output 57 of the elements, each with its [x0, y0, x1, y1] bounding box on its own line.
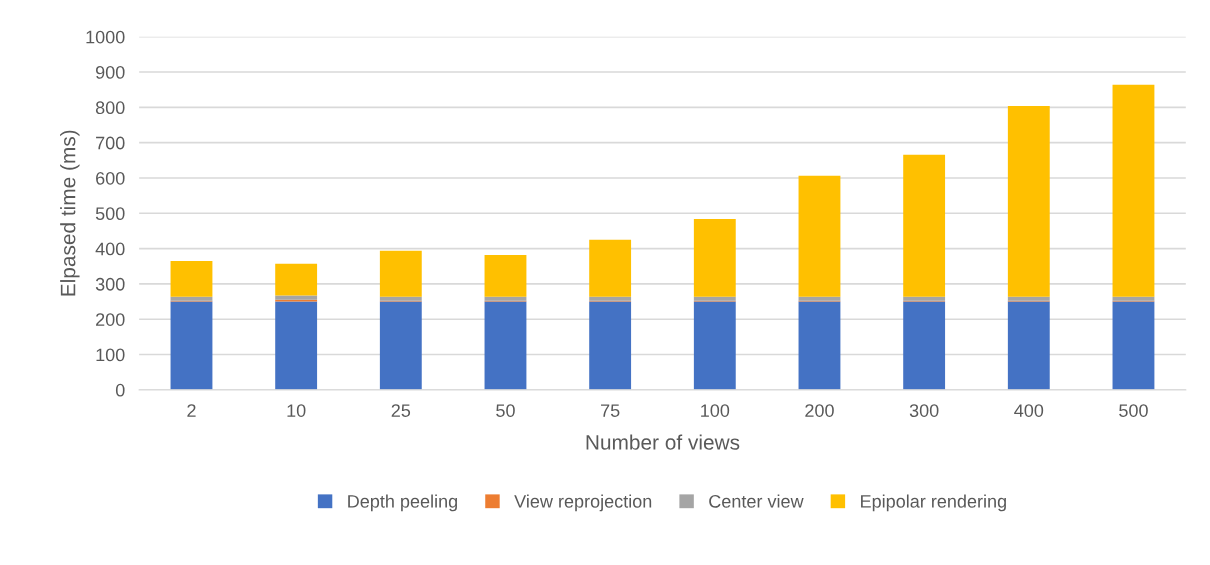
x-tick-label: 500	[1119, 404, 1148, 417]
bar	[589, 239, 632, 297]
bar	[589, 301, 632, 390]
y-axis-title: Elpased time (ms)	[60, 130, 80, 296]
bar	[903, 296, 946, 301]
y-tick-label: 400	[95, 242, 125, 256]
y-tick-label: 200	[96, 313, 125, 326]
x-tick-label: 75	[601, 404, 620, 417]
bar	[379, 301, 422, 390]
bar	[1007, 301, 1050, 390]
bar	[1112, 296, 1155, 301]
x-tick-label: 10	[287, 404, 306, 417]
x-tick-label: 2	[187, 404, 196, 417]
y-tick-label: 600	[96, 171, 125, 185]
bar	[693, 296, 736, 301]
x-tick-label: 200	[805, 404, 834, 417]
bar	[1112, 84, 1155, 297]
legend-label: Epipolar rendering	[861, 494, 1006, 512]
legend-label: View reprojection	[514, 494, 652, 512]
bar	[484, 254, 527, 297]
bar	[275, 263, 318, 296]
x-tick-label: 300	[909, 404, 939, 417]
y-tick-label: 700	[96, 136, 125, 150]
legend-label: Depth peeling	[348, 494, 457, 512]
y-tick-label: 1000	[86, 30, 125, 44]
y-tick-label: 500	[95, 207, 125, 221]
legend-label: Center view	[709, 494, 804, 508]
bar	[798, 175, 841, 297]
bar	[1007, 296, 1050, 301]
bar	[903, 301, 946, 390]
bar	[170, 260, 213, 297]
bar	[484, 296, 527, 301]
bar	[798, 296, 841, 301]
x-axis-title: Number of views	[586, 434, 740, 450]
bar	[589, 296, 632, 301]
bar	[1112, 301, 1155, 390]
bar	[379, 296, 422, 301]
bar	[275, 295, 318, 300]
x-tick-label: 100	[701, 404, 730, 417]
y-tick-label: 100	[96, 348, 125, 362]
y-tick-label: 0	[115, 383, 125, 397]
x-tick-label: 25	[391, 404, 411, 417]
y-tick-label: 900	[95, 65, 125, 79]
bar	[170, 301, 213, 390]
bar	[170, 296, 213, 301]
y-tick-label: 800	[95, 101, 125, 115]
bar	[903, 154, 946, 297]
bar	[693, 301, 736, 390]
y-tick-label: 300	[95, 277, 125, 291]
bar	[275, 301, 318, 390]
bar	[798, 301, 841, 390]
x-tick-label: 50	[496, 404, 515, 417]
bar	[379, 250, 422, 297]
bar	[1007, 105, 1050, 297]
bar	[484, 301, 527, 390]
x-tick-label: 400	[1014, 404, 1044, 417]
bar	[693, 218, 736, 297]
